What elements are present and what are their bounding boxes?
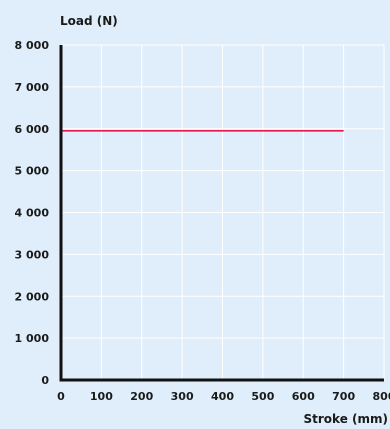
y-tick-label-4: 4 000 <box>15 207 50 220</box>
x-tick-label-7: 700 <box>332 390 355 403</box>
x-tick-label-1: 100 <box>90 390 113 403</box>
y-tick-label-7: 7 000 <box>15 81 50 94</box>
y-tick-label-8: 8 000 <box>15 39 50 52</box>
x-tick-label-3: 300 <box>171 390 194 403</box>
y-tick-label-5: 5 000 <box>15 165 50 178</box>
y-axis-title: Load (N) <box>60 14 118 28</box>
y-tick-label-2: 2 000 <box>15 290 50 303</box>
y-tick-label-6: 6 000 <box>15 123 50 136</box>
grid-lines <box>61 44 385 380</box>
x-tick-label-5: 500 <box>251 390 274 403</box>
y-tick-label-1: 1 000 <box>15 332 50 345</box>
x-tick-label-8: 800 <box>373 390 390 403</box>
x-tick-label-0: 0 <box>57 390 65 403</box>
y-tick-label-3: 3 000 <box>15 248 50 261</box>
x-tick-labels: 0 100 200 300 400 500 600 700 800 <box>57 390 390 403</box>
y-tick-labels: 0 1 000 2 000 3 000 4 000 5 000 6 000 7 000 8 00… <box>15 39 50 387</box>
x-tick-label-6: 600 <box>292 390 315 403</box>
x-axis-title: Stroke (mm) <box>304 412 389 426</box>
x-tick-label-2: 200 <box>130 390 153 403</box>
y-tick-label-0: 0 <box>41 374 49 387</box>
x-tick-label-4: 400 <box>211 390 234 403</box>
